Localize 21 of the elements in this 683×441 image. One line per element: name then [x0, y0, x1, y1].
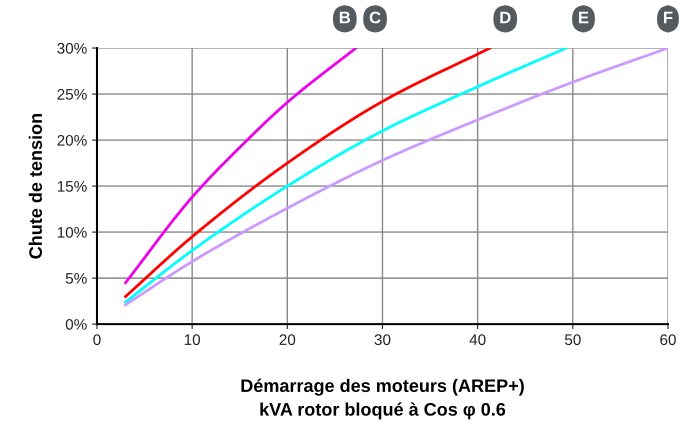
x-tick-label: 40: [470, 334, 486, 346]
y-tick-label: 30%: [57, 42, 87, 54]
y-tick-label: 20%: [57, 134, 87, 146]
text: E: [579, 12, 588, 24]
x-tick-label: 30: [374, 334, 390, 346]
text: F: [664, 12, 672, 24]
y-tick-label: 15%: [58, 181, 87, 192]
x-tick-label: 10: [184, 334, 200, 346]
x-tick-label: 60: [660, 334, 676, 346]
x-axis-title: Démarrage des moteurs (AREP+) kVA rotor bloqué à Cos φ 0.6: [241, 378, 524, 420]
y-tick-label: 10%: [58, 226, 87, 238]
text: C: [370, 12, 381, 24]
y-axis-title: Chute de tension: [28, 114, 42, 259]
y-tick-label: 25%: [57, 88, 87, 100]
y-tick-label: 0%: [66, 319, 87, 330]
x-tick-label: 20: [280, 334, 296, 346]
x-tick-label: 50: [564, 334, 581, 346]
x-tick-label: 0: [93, 334, 101, 346]
y-tick-label: 5%: [66, 273, 87, 284]
text: D: [500, 12, 511, 24]
text: B: [340, 12, 350, 24]
